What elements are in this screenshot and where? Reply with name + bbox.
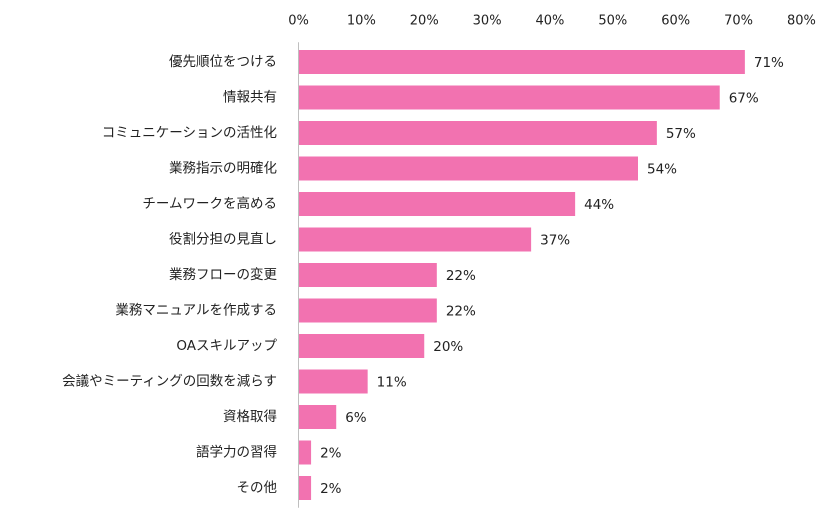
- category-label: 資格取得: [223, 408, 277, 425]
- value-label: 54%: [647, 162, 677, 178]
- value-label: 57%: [666, 126, 696, 142]
- category-label: 業務指示の明確化: [169, 161, 277, 177]
- x-tick-label: 30%: [473, 14, 502, 29]
- value-label: 20%: [433, 339, 463, 355]
- category-label: その他: [237, 480, 278, 496]
- x-tick-label: 50%: [598, 14, 627, 29]
- bar: [299, 476, 312, 500]
- x-tick-label: 40%: [536, 14, 565, 29]
- bar: [299, 369, 368, 394]
- x-axis-ticks: 0% 10% 20% 30% 40% 50% 60% 70% 80%: [288, 14, 816, 29]
- category-label: 業務マニュアルを作成する: [115, 303, 277, 319]
- x-tick-label: 60%: [661, 14, 690, 29]
- bar: [299, 440, 312, 465]
- bar: [299, 192, 576, 216]
- category-label: 語学力の習得: [196, 444, 277, 461]
- value-label: 2%: [320, 446, 342, 462]
- value-labels: 71% 67% 57% 54% 44% 37% 22% 22% 20% 11% 6% 2% 2%: [320, 55, 784, 497]
- bar: [299, 50, 745, 74]
- category-label: 役割分担の見直し: [169, 231, 277, 248]
- bar: [299, 85, 720, 110]
- x-tick-label: 70%: [724, 14, 753, 29]
- category-label: チームワークを高める: [142, 195, 277, 212]
- value-label: 22%: [446, 304, 476, 320]
- bar: [299, 156, 638, 181]
- category-labels: 優先順位をつける情報共有コミュニケーションの活性化業務指示の明確化チームワークを…: [62, 54, 277, 496]
- category-label: 業務フローの変更: [169, 266, 277, 283]
- value-label: 6%: [345, 410, 367, 426]
- bars: [299, 50, 745, 500]
- x-tick-label: 0%: [288, 14, 309, 29]
- value-label: 2%: [320, 481, 342, 497]
- x-tick-label: 20%: [410, 14, 439, 29]
- category-label: 情報共有: [223, 90, 277, 106]
- value-label: 67%: [729, 91, 759, 107]
- value-label: 22%: [446, 268, 476, 284]
- x-tick-label: 10%: [347, 14, 376, 29]
- value-label: 11%: [377, 375, 407, 391]
- bar: [299, 405, 337, 429]
- category-label: コミュニケーションの活性化: [102, 125, 277, 141]
- category-label: OAスキルアップ: [176, 338, 277, 354]
- bar: [299, 227, 532, 252]
- bar: [299, 121, 657, 145]
- value-label: 71%: [754, 55, 784, 71]
- bar: [299, 334, 425, 358]
- bar: [299, 263, 437, 287]
- bar: [299, 298, 437, 323]
- x-tick-label: 80%: [787, 14, 816, 29]
- value-label: 44%: [584, 197, 614, 213]
- value-label: 37%: [540, 233, 570, 249]
- category-label: 優先順位をつける: [169, 54, 277, 70]
- category-label: 会議やミーティングの回数を減らす: [62, 373, 277, 390]
